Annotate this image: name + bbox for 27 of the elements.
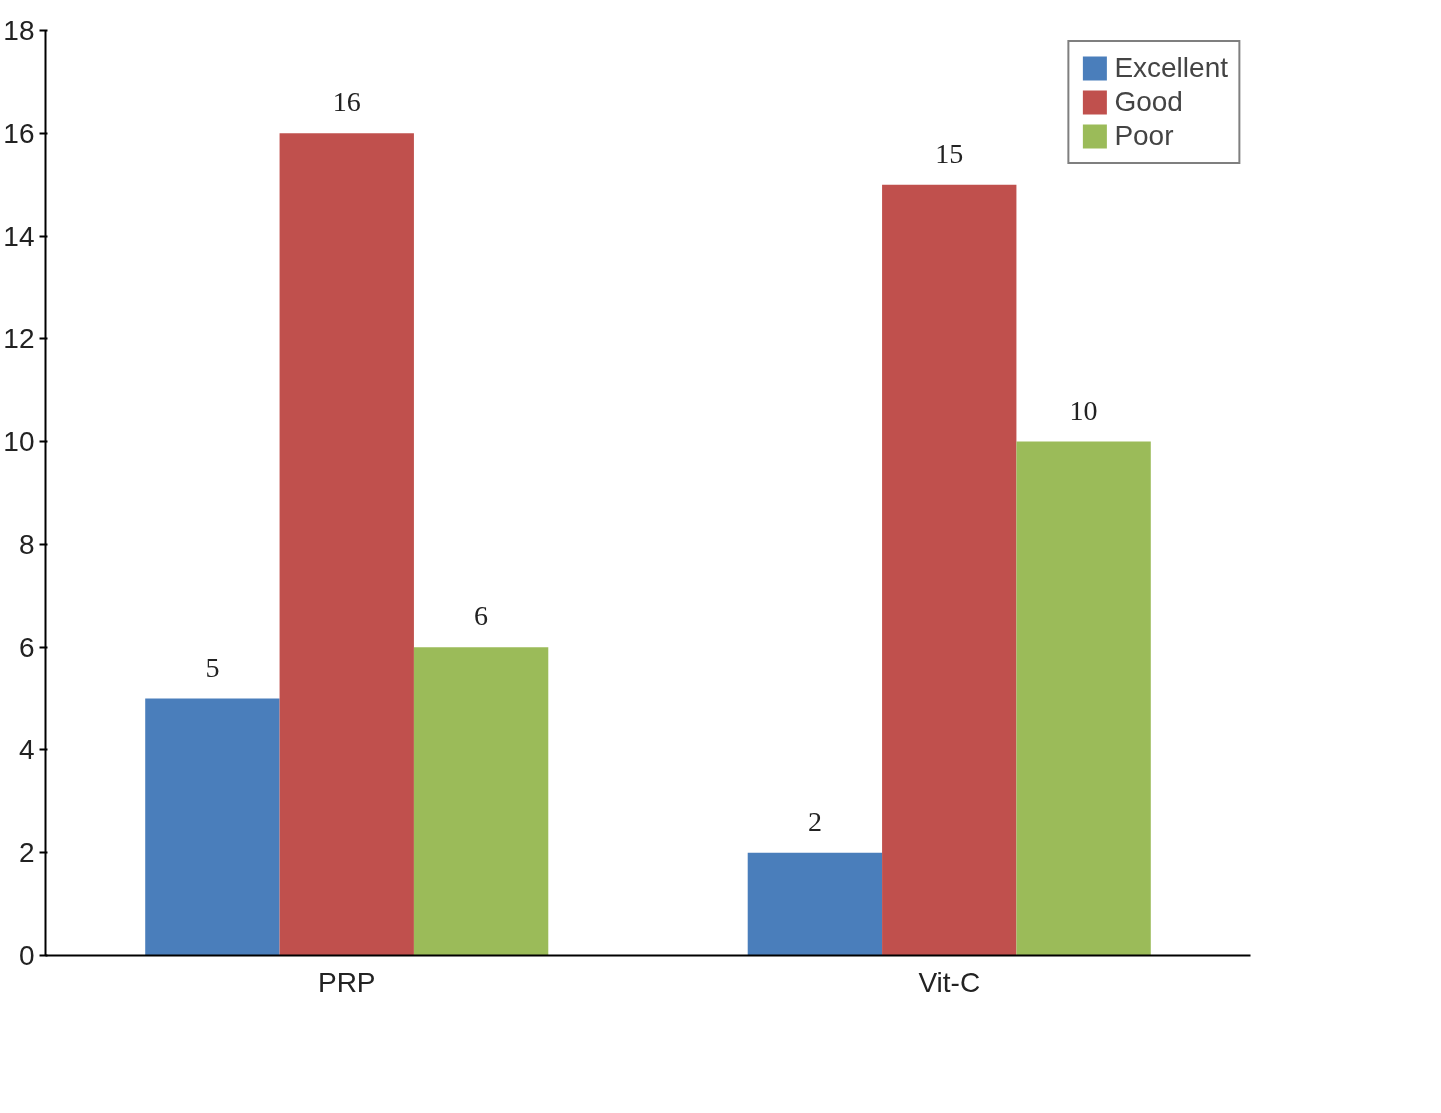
legend-label: Poor <box>1114 120 1174 152</box>
x-tick-label: Vit-C <box>918 966 981 998</box>
bar <box>279 133 414 956</box>
data-label: 5 <box>205 651 220 683</box>
data-label: 10 <box>1069 394 1098 426</box>
data-label: 6 <box>474 600 489 632</box>
legend-label: Good <box>1114 86 1183 118</box>
y-tick-label: 18 <box>3 15 35 46</box>
bar <box>413 647 549 956</box>
bar <box>882 184 1017 956</box>
x-tick-label: PRP <box>317 966 376 998</box>
data-label: 15 <box>935 137 964 169</box>
data-label: 16 <box>332 86 361 118</box>
y-tick-label: 12 <box>3 323 35 355</box>
bar <box>1016 441 1151 956</box>
y-tick-label: 16 <box>3 117 35 149</box>
y-tick-label: 14 <box>3 220 35 252</box>
legend-label: Excellent <box>1114 52 1228 84</box>
y-tick-label: 6 <box>18 631 35 663</box>
bar <box>145 698 280 956</box>
y-tick-label: 10 <box>3 426 35 458</box>
y-tick-label: 0 <box>18 940 35 971</box>
y-tick-label: 8 <box>18 528 35 560</box>
data-label: 2 <box>807 805 822 837</box>
bar <box>747 852 883 956</box>
y-tick-label: 2 <box>18 837 35 869</box>
y-tick-label: 4 <box>18 734 35 766</box>
